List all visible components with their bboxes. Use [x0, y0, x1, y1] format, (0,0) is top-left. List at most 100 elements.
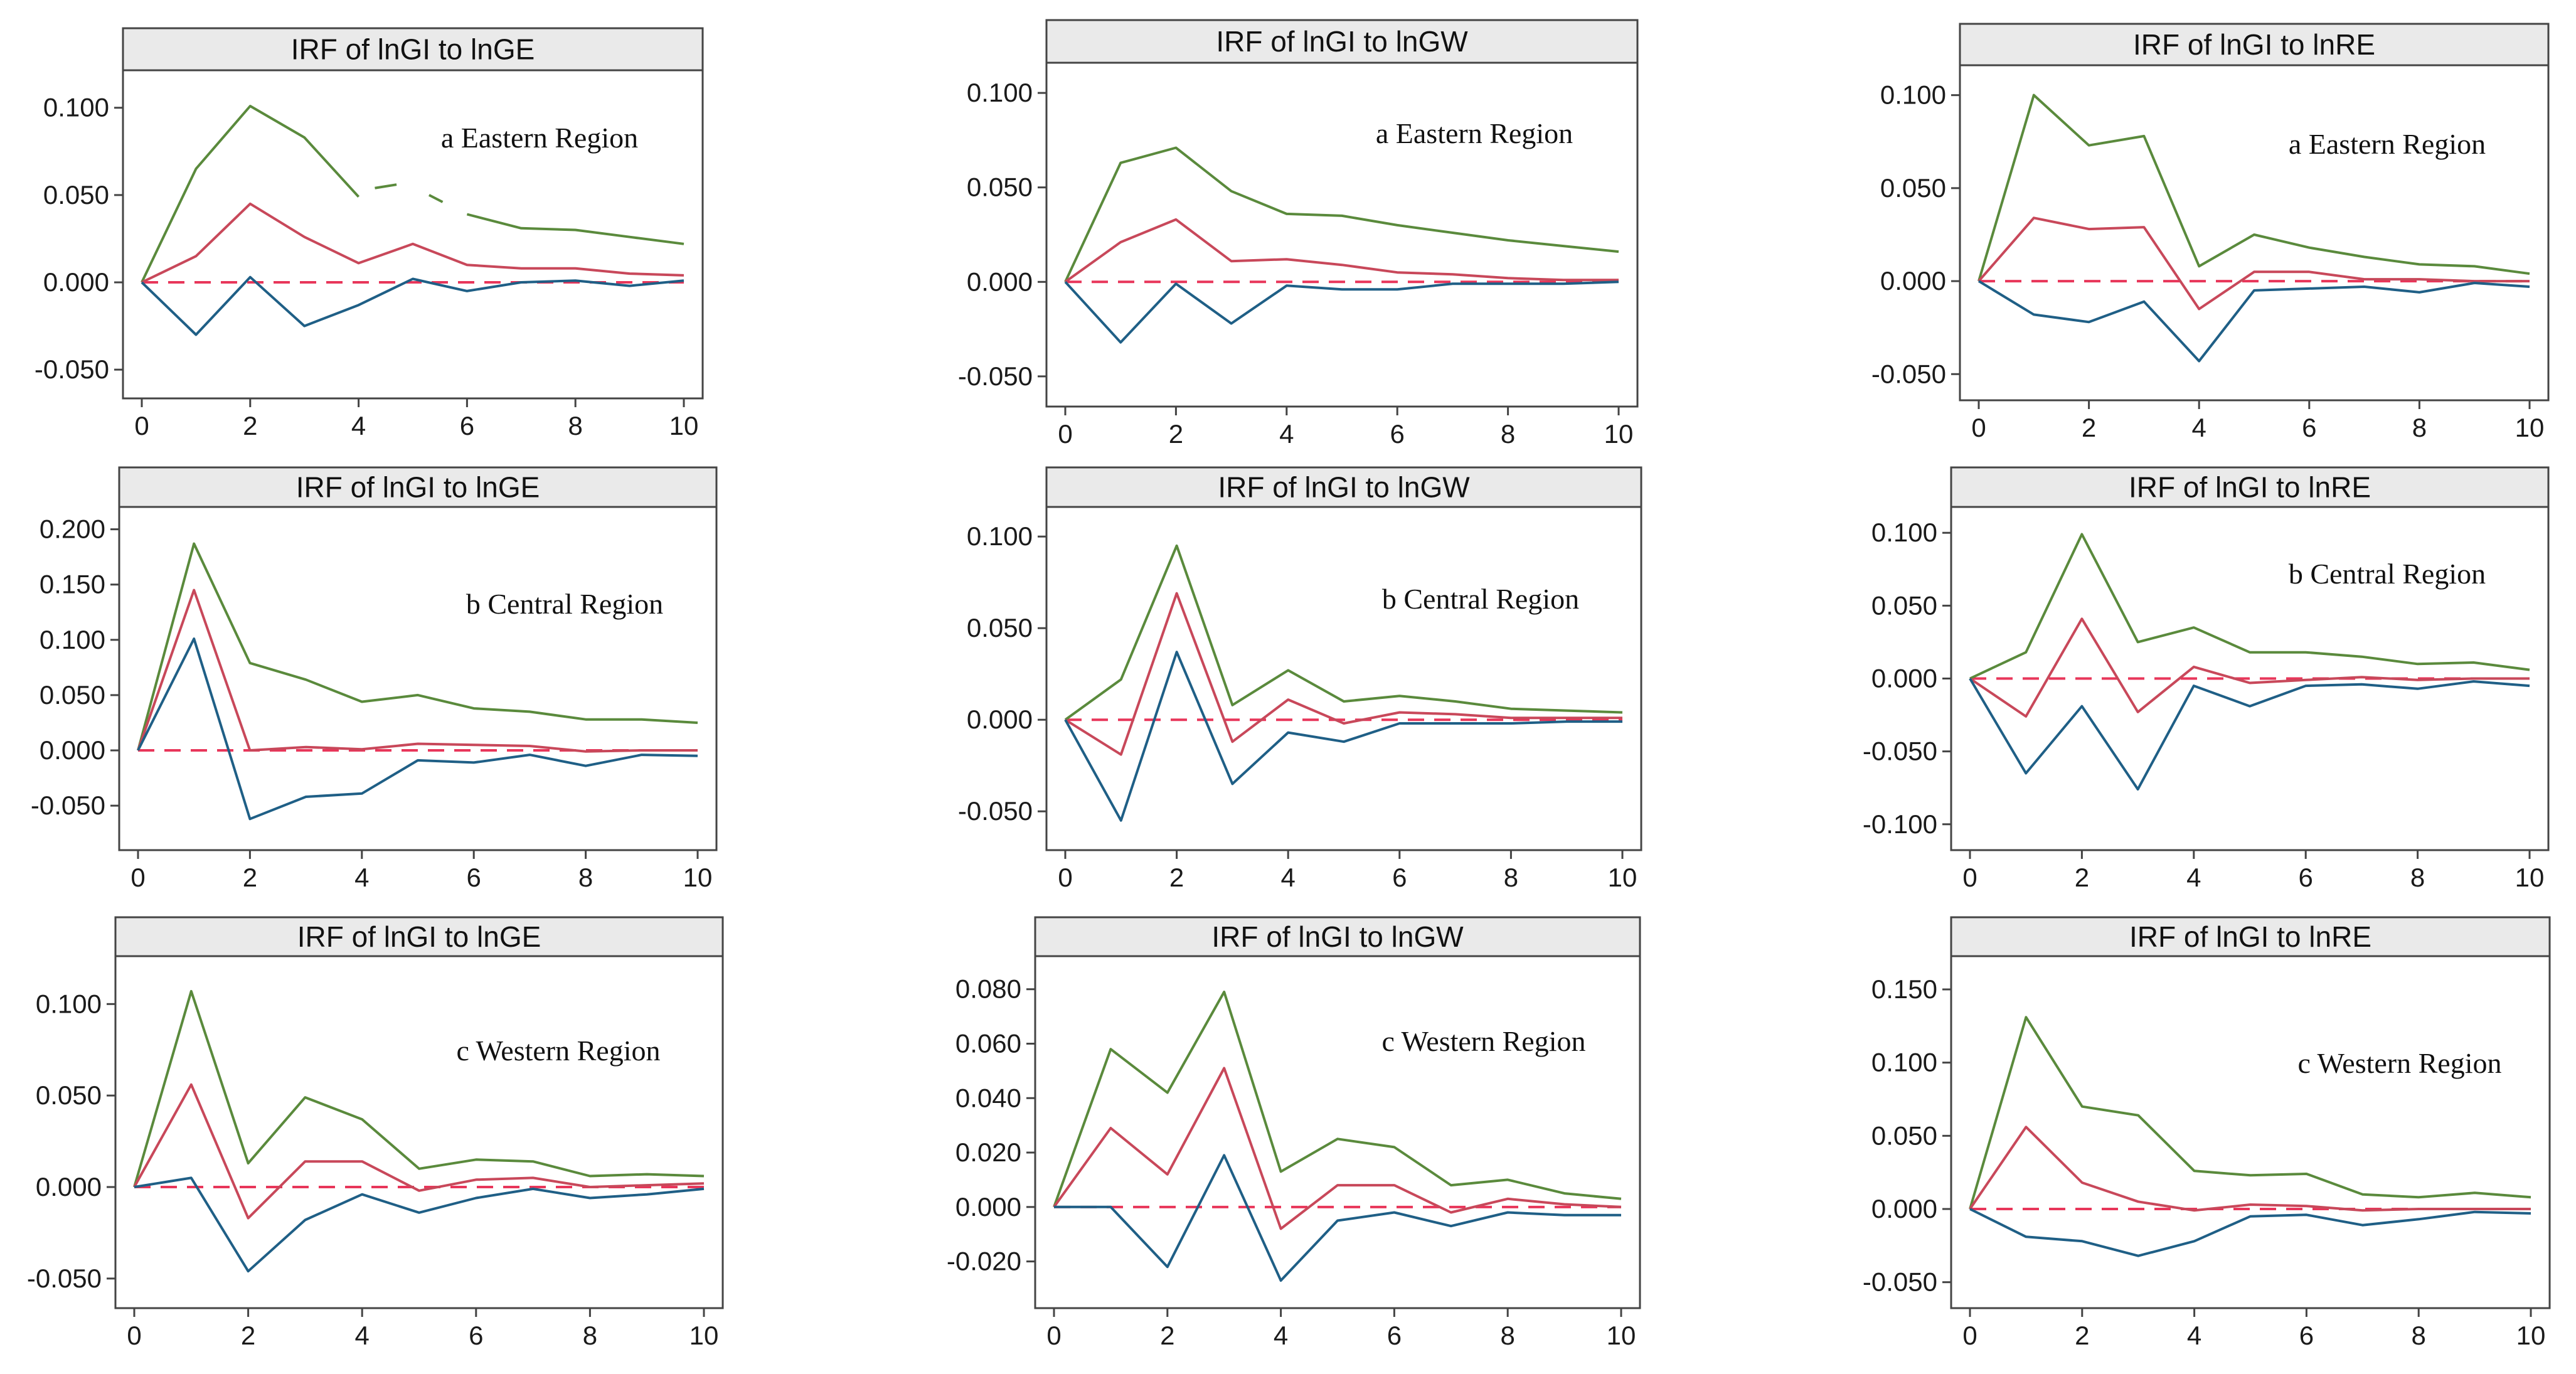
- x-tick-label: 2: [2075, 1321, 2089, 1350]
- irf-panel-east-gw: IRF of lnGI to lnGW -0.050 0.000 0.050 0.100…: [958, 19, 1639, 449]
- region-annotation: c Western Region: [1381, 1025, 1585, 1057]
- x-tick-label: 0: [1962, 863, 1977, 892]
- series-line-lower: [1064, 280, 1619, 344]
- series-line-upper: [1969, 1016, 2531, 1210]
- series-line-lower: [134, 1176, 705, 1273]
- y-tick-label: 0.000: [967, 267, 1033, 296]
- x-tick-label: 2: [241, 1321, 255, 1350]
- plot-area: [1950, 955, 2551, 1309]
- x-tick-label: 8: [1504, 863, 1518, 892]
- y-tick-label: 0.040: [955, 1083, 1021, 1112]
- x-tick-label: 0: [1058, 419, 1072, 449]
- x-tick-label: 0: [1971, 413, 1986, 442]
- y-tick-label: 0.000: [967, 705, 1033, 734]
- x-tick-label: 4: [354, 863, 369, 892]
- x-tick-label: 8: [578, 863, 593, 892]
- x-tick-label: 2: [243, 411, 257, 440]
- series-line-upper: [141, 105, 360, 283]
- panel-title: IRF of lnGI to lnGW: [1211, 920, 1464, 953]
- region-annotation: a Eastern Region: [441, 122, 638, 154]
- y-tick-label: 0.100: [1880, 80, 1946, 110]
- x-tick-label: 6: [1387, 1321, 1402, 1350]
- x-tick-label: 6: [2302, 413, 2316, 442]
- irf-panel-west-gw: IRF of lnGI to lnGW -0.020 0.000 0.020 0.040…: [947, 916, 1641, 1350]
- y-tick-label: 0.000: [1871, 664, 1937, 693]
- x-tick-label: 2: [243, 863, 257, 892]
- irf-panel-central-gw: IRF of lnGI to lnGW -0.050 0.000 0.050 0.100…: [958, 466, 1642, 892]
- y-tick-label: 0.080: [955, 974, 1021, 1004]
- y-tick-label: -0.100: [1863, 809, 1937, 839]
- x-tick-label: 10: [1604, 419, 1634, 449]
- series-line-irf: [1064, 592, 1622, 756]
- series-line-upper: [1064, 146, 1619, 283]
- x-tick-label: 8: [2412, 1321, 2426, 1350]
- irf-panel-central-re: IRF of lnGI to lnRE -0.100 -0.050 0.000 0.05…: [1863, 466, 2550, 892]
- panel-title: IRF of lnGI to lnGW: [1218, 471, 1470, 504]
- x-tick-label: 6: [2299, 1321, 2314, 1350]
- panel-title-box: [1045, 466, 1642, 508]
- y-tick-label: 0.100: [1871, 1048, 1937, 1077]
- series-line-upper: [1969, 533, 2530, 680]
- y-tick-label: 0.200: [40, 514, 105, 544]
- y-tick-label: -0.050: [958, 361, 1033, 391]
- y-tick-label: 0.060: [955, 1028, 1021, 1058]
- x-tick-label: 10: [689, 1321, 719, 1350]
- panel-title: IRF of lnGI to lnGE: [296, 471, 540, 504]
- irf-panel-central-ge: IRF of lnGI to lnGE -0.050 0.000 0.050 0.100…: [31, 466, 718, 892]
- y-tick-label: -0.050: [958, 796, 1033, 826]
- region-annotation: b Central Region: [1382, 583, 1579, 615]
- series-line-upper: [1064, 544, 1623, 721]
- x-tick-label: 6: [467, 863, 481, 892]
- y-tick-label: 0.050: [967, 173, 1033, 202]
- x-tick-label: 10: [669, 411, 699, 440]
- series-line-lower: [141, 275, 684, 336]
- x-tick-label: 8: [2410, 863, 2425, 892]
- series-line-upper: [1053, 991, 1622, 1208]
- x-tick-label: 4: [2187, 1321, 2201, 1350]
- x-tick-label: 0: [134, 411, 149, 440]
- x-tick-label: 2: [2075, 863, 2089, 892]
- plot-area: [114, 955, 724, 1309]
- x-tick-label: 0: [1058, 863, 1072, 892]
- panel-title: IRF of lnGI to lnGE: [291, 33, 535, 66]
- x-tick-label: 10: [1608, 863, 1637, 892]
- y-tick-label: 0.020: [955, 1137, 1021, 1167]
- y-tick-label: 0.100: [43, 93, 109, 122]
- y-tick-label: 0.100: [967, 78, 1033, 107]
- region-annotation: c Western Region: [456, 1035, 660, 1067]
- panel-title-box: [114, 916, 724, 957]
- y-tick-label: 0.100: [36, 989, 102, 1018]
- x-tick-label: 0: [1046, 1321, 1061, 1350]
- y-tick-label: -0.050: [31, 791, 105, 820]
- y-tick-label: 0.000: [40, 735, 105, 765]
- x-tick-label: 4: [1279, 419, 1294, 449]
- y-tick-label: 0.000: [1871, 1194, 1937, 1223]
- series-line-upper: [1977, 93, 2530, 282]
- irf-panel-west-re: IRF of lnGI to lnRE -0.050 0.000 0.050 0.100…: [1863, 916, 2551, 1350]
- series-line-lower: [1969, 1208, 2531, 1257]
- plot-area: [1045, 506, 1642, 851]
- y-tick-label: 0.150: [40, 570, 105, 599]
- y-tick-label: -0.050: [1871, 359, 1946, 388]
- series-line-upper: [133, 989, 705, 1188]
- series-line-irf: [141, 202, 684, 284]
- y-tick-label: 0.050: [1880, 173, 1946, 203]
- series-line-irf: [1064, 218, 1619, 283]
- panel-title: IRF of lnGI to lnRE: [2129, 920, 2371, 953]
- panel-title: IRF of lnGI to lnGW: [1216, 25, 1468, 58]
- x-tick-label: 6: [1392, 863, 1407, 892]
- series-line-upper-fragment: [428, 194, 444, 203]
- x-tick-label: 0: [130, 863, 145, 892]
- x-tick-label: 8: [1501, 1321, 1515, 1350]
- plot-area: [1045, 61, 1639, 408]
- y-tick-label: -0.050: [1863, 1267, 1937, 1297]
- series-line-upper: [466, 213, 684, 245]
- x-tick-label: 4: [1274, 1321, 1288, 1350]
- y-tick-label: 0.050: [40, 680, 105, 710]
- irf-panel-east-ge: IRF of lnGI to lnGE -0.050 0.000 0.050 0.100…: [35, 27, 704, 440]
- y-tick-label: 0.000: [1880, 266, 1946, 296]
- series-line-upper: [137, 542, 698, 751]
- x-tick-label: 0: [127, 1321, 141, 1350]
- region-annotation: a Eastern Region: [2289, 128, 2486, 160]
- x-tick-label: 10: [683, 863, 713, 892]
